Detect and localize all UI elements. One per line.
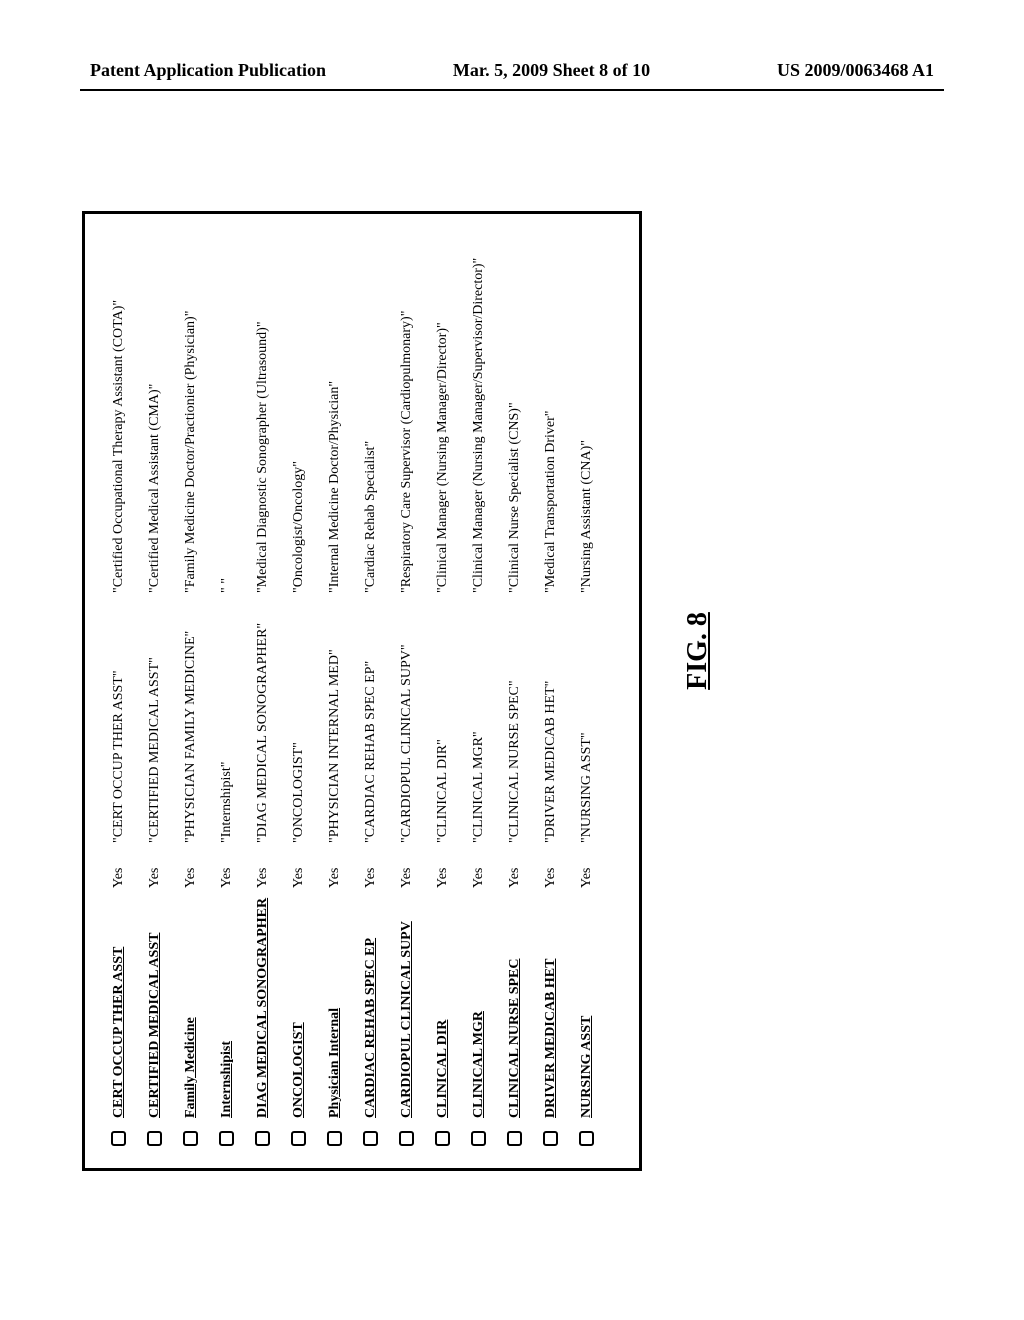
row-code: "ONCOLOGIST" — [287, 597, 323, 847]
table-row: ONCOLOGIST Yes"ONCOLOGIST""Oncologist/Onc… — [287, 232, 323, 1150]
job-title-link[interactable]: CERT OCCUP THER ASST — [111, 947, 126, 1118]
table-row: Physician Internal Yes"PHYSICIAN INTERNAL… — [323, 232, 359, 1150]
row-yes: Yes — [107, 847, 143, 892]
figure-rotated: CERT OCCUP THER ASSTYes"CERT OCCUP THER … — [82, 131, 942, 1171]
row-code: "CERTIFIED MEDICAL ASST" — [143, 597, 179, 847]
job-table: CERT OCCUP THER ASSTYes"CERT OCCUP THER … — [107, 232, 611, 1150]
row-yes: Yes — [359, 847, 395, 892]
row-checkbox[interactable] — [399, 1131, 414, 1146]
row-yes: Yes — [323, 847, 359, 892]
row-desc: "Cardiac Rehab Specialist" — [359, 232, 395, 597]
row-code: "CARDIAC REHAB SPEC EP" — [359, 597, 395, 847]
row-desc: "Clinical Manager (Nursing Manager/Direc… — [431, 232, 467, 597]
row-code: "CLINICAL DIR" — [431, 597, 467, 847]
row-desc: "Respiratory Care Supervisor (Cardiopulm… — [395, 232, 431, 597]
row-desc: "Internal Medicine Doctor/Physician" — [323, 232, 359, 597]
row-yes: Yes — [575, 847, 611, 892]
row-yes: Yes — [143, 847, 179, 892]
row-yes: Yes — [251, 847, 287, 892]
row-code: "PHYSICIAN FAMILY MEDICINE" — [179, 597, 215, 847]
job-title-link[interactable]: CLINICAL MGR — [471, 1011, 486, 1118]
row-desc: "Certified Medical Assistant (CMA)" — [143, 232, 179, 597]
table-row: CARDIOPUL CLINICAL SUPV Yes"CARDIOPUL CLI… — [395, 232, 431, 1150]
header-center: Mar. 5, 2009 Sheet 8 of 10 — [453, 60, 650, 81]
row-checkbox[interactable] — [543, 1131, 558, 1146]
row-code: "CARDIOPUL CLINICAL SUPV" — [395, 597, 431, 847]
table-row: NURSING ASST Yes"NURSING ASST""Nursing As… — [575, 232, 611, 1150]
job-title-link[interactable]: CARDIOPUL CLINICAL SUPV — [399, 921, 414, 1118]
row-desc: "Clinical Manager (Nursing Manager/Super… — [467, 232, 503, 597]
job-title-link[interactable]: DIAG MEDICAL SONOGRAPHER — [255, 898, 270, 1118]
figure-label: FIG. 8 — [682, 612, 714, 690]
row-yes: Yes — [431, 847, 467, 892]
row-checkbox[interactable] — [183, 1131, 198, 1146]
row-checkbox[interactable] — [291, 1131, 306, 1146]
row-desc: "Medical Diagnostic Sonographer (Ultraso… — [251, 232, 287, 597]
row-checkbox[interactable] — [579, 1131, 594, 1146]
job-title-link[interactable]: DRIVER MEDICAB HET — [543, 959, 558, 1118]
row-desc: "Oncologist/Oncology" — [287, 232, 323, 597]
row-checkbox[interactable] — [327, 1131, 342, 1146]
job-title-link[interactable]: Family Medicine — [183, 1017, 198, 1118]
job-table-panel: CERT OCCUP THER ASSTYes"CERT OCCUP THER … — [82, 211, 642, 1171]
row-desc: "Medical Transportation Driver" — [539, 232, 575, 597]
row-yes: Yes — [467, 847, 503, 892]
row-yes: Yes — [539, 847, 575, 892]
row-yes: Yes — [215, 847, 251, 892]
row-checkbox[interactable] — [219, 1131, 234, 1146]
row-checkbox[interactable] — [507, 1131, 522, 1146]
table-row: CERTIFIED MEDICAL ASST Yes"CERTIFIED MEDI… — [143, 232, 179, 1150]
job-title-link[interactable]: Physician Internal — [327, 1008, 342, 1118]
row-desc: "Nursing Assistant (CNA)" — [575, 232, 611, 597]
table-row: Family Medicine Yes"PHYSICIAN FAMILY MEDI… — [179, 232, 215, 1150]
table-row: DIAG MEDICAL SONOGRAPHER Yes"DIAG MEDICAL… — [251, 232, 287, 1150]
row-code: "CERT OCCUP THER ASST" — [107, 597, 143, 847]
row-desc: "Family Medicine Doctor/Practionier (Phy… — [179, 232, 215, 597]
table-row: CLINICAL DIR Yes"CLINICAL DIR""Clinical M… — [431, 232, 467, 1150]
row-checkbox[interactable] — [255, 1131, 270, 1146]
page-header: Patent Application Publication Mar. 5, 2… — [80, 60, 944, 81]
table-row: CERT OCCUP THER ASST Yes"CERT OCCUP THER … — [107, 232, 143, 1150]
row-code: "DIAG MEDICAL SONOGRAPHER" — [251, 597, 287, 847]
row-code: "CLINICAL MGR" — [467, 597, 503, 847]
header-rule — [80, 89, 944, 91]
header-right: US 2009/0063468 A1 — [777, 60, 934, 81]
job-title-link[interactable]: Internshipist — [219, 1041, 234, 1118]
job-title-link[interactable]: CLINICAL NURSE SPEC — [507, 959, 522, 1118]
row-checkbox[interactable] — [363, 1131, 378, 1146]
row-checkbox[interactable] — [147, 1131, 162, 1146]
row-code: "DRIVER MEDICAB HET" — [539, 597, 575, 847]
row-code: "Internshipist" — [215, 597, 251, 847]
job-title-link[interactable]: CERTIFIED MEDICAL ASST — [147, 933, 162, 1118]
row-desc: " " — [215, 232, 251, 597]
row-yes: Yes — [503, 847, 539, 892]
row-checkbox[interactable] — [471, 1131, 486, 1146]
table-row: DRIVER MEDICAB HET Yes"DRIVER MEDICAB HET… — [539, 232, 575, 1150]
table-row: CARDIAC REHAB SPEC EP Yes"CARDIAC REHAB S… — [359, 232, 395, 1150]
row-yes: Yes — [179, 847, 215, 892]
job-title-link[interactable]: CARDIAC REHAB SPEC EP — [363, 938, 378, 1118]
row-checkbox[interactable] — [111, 1131, 126, 1146]
job-title-link[interactable]: ONCOLOGIST — [291, 1022, 306, 1118]
row-desc: "Clinical Nurse Specialist (CNS)" — [503, 232, 539, 597]
row-yes: Yes — [395, 847, 431, 892]
job-title-link[interactable]: CLINICAL DIR — [435, 1020, 450, 1118]
row-code: "NURSING ASST" — [575, 597, 611, 847]
row-desc: "Certified Occupational Therapy Assistan… — [107, 232, 143, 597]
row-checkbox[interactable] — [435, 1131, 450, 1146]
table-row: CLINICAL NURSE SPEC Yes"CLINICAL NURSE SP… — [503, 232, 539, 1150]
table-row: CLINICAL MGR Yes"CLINICAL MGR""Clinical M… — [467, 232, 503, 1150]
row-yes: Yes — [287, 847, 323, 892]
page: Patent Application Publication Mar. 5, 2… — [0, 0, 1024, 1320]
table-row: Internshipist Yes"Internshipist"" " — [215, 232, 251, 1150]
header-left: Patent Application Publication — [90, 60, 326, 81]
row-code: "CLINICAL NURSE SPEC" — [503, 597, 539, 847]
row-code: "PHYSICIAN INTERNAL MED" — [323, 597, 359, 847]
job-title-link[interactable]: NURSING ASST — [579, 1016, 594, 1118]
